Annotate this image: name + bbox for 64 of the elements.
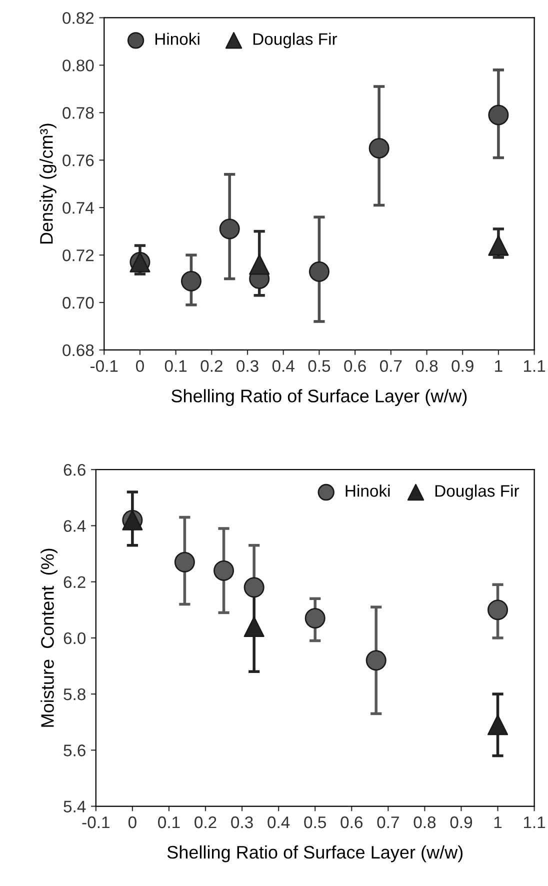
- point: [249, 254, 270, 275]
- point: [214, 560, 234, 581]
- x-tick-label: 0.9: [450, 816, 472, 828]
- y-tick-label: 5.6: [64, 744, 86, 756]
- x-tick-label: 0: [128, 816, 136, 828]
- point: [244, 616, 264, 637]
- legend-label: Hinoki: [346, 484, 390, 497]
- point: [366, 650, 386, 671]
- y-tick-label: 0.80: [62, 60, 94, 72]
- x-tick-label: 0.8: [416, 360, 438, 372]
- point: [488, 104, 509, 126]
- x-tick-label: 1: [495, 360, 502, 372]
- y-tick-label: 6.2: [64, 576, 86, 588]
- point: [308, 261, 330, 282]
- legend-label: Douglas Fir: [435, 484, 520, 500]
- y-tick-label: 5.8: [64, 688, 86, 700]
- y-tick-label: 5.4: [64, 800, 86, 812]
- x-axis-title: Shelling Ratio of Surface Layer (w/w): [172, 389, 467, 406]
- x-tick-label: 0.6: [344, 360, 366, 372]
- y-axis-title: Moisture Content (%): [40, 548, 58, 727]
- point: [368, 138, 390, 159]
- x-tick-label: 0.8: [414, 816, 436, 828]
- x-tick-label: 0.2: [200, 360, 222, 372]
- y-tick-label: 0.76: [62, 154, 94, 166]
- x-tick-label: -0.1: [82, 816, 110, 828]
- point: [488, 235, 509, 256]
- y-tick-label: 0.72: [62, 249, 94, 262]
- x-tick-label: 0.1: [164, 360, 187, 372]
- x-tick-label: 0.2: [194, 816, 216, 828]
- y-tick-label: 6.0: [64, 632, 86, 644]
- y-tick-label: 0.70: [62, 296, 94, 309]
- point: [488, 600, 508, 620]
- point: [180, 270, 202, 292]
- y-tick-label: 6.4: [64, 520, 86, 532]
- x-tick-label: 1: [494, 816, 502, 828]
- y-tick-label: 0.68: [62, 344, 94, 356]
- x-tick-label: 0.3: [231, 816, 253, 828]
- y-tick-label: 0.74: [62, 202, 94, 214]
- point: [244, 577, 264, 598]
- x-tick-label: 0.4: [272, 360, 294, 372]
- y-tick-label: 6.6: [64, 464, 86, 476]
- x-tick-label: 0.9: [452, 360, 474, 372]
- x-tick-label: 0: [136, 360, 144, 372]
- x-tick-label: 0.7: [377, 816, 399, 828]
- legend-label: Douglas Fir: [253, 32, 338, 48]
- x-tick-label: 1.1: [524, 816, 546, 828]
- x-tick-label: 1.1: [524, 360, 546, 372]
- x-tick-label: 0.5: [308, 360, 330, 372]
- point: [174, 552, 195, 572]
- point: [304, 608, 326, 629]
- x-tick-label: 0.3: [236, 360, 258, 372]
- y-tick-label: 0.82: [62, 12, 94, 24]
- x-tick-label: 0.5: [304, 816, 326, 828]
- y-tick-label: 0.78: [62, 107, 94, 119]
- x-tick-label: -0.1: [90, 360, 118, 372]
- x-tick-label: 0.1: [158, 816, 180, 828]
- x-tick-label: 0.7: [380, 360, 402, 372]
- x-axis-title: Shelling Ratio of Surface Layer (w/w): [167, 845, 463, 862]
- point: [488, 714, 508, 736]
- point: [219, 218, 240, 240]
- y-axis-title: Density (g/cm³): [40, 124, 56, 244]
- x-tick-label: 0.6: [340, 816, 362, 828]
- x-tick-label: 0.4: [268, 816, 290, 828]
- legend-label: Hinoki: [155, 32, 200, 45]
